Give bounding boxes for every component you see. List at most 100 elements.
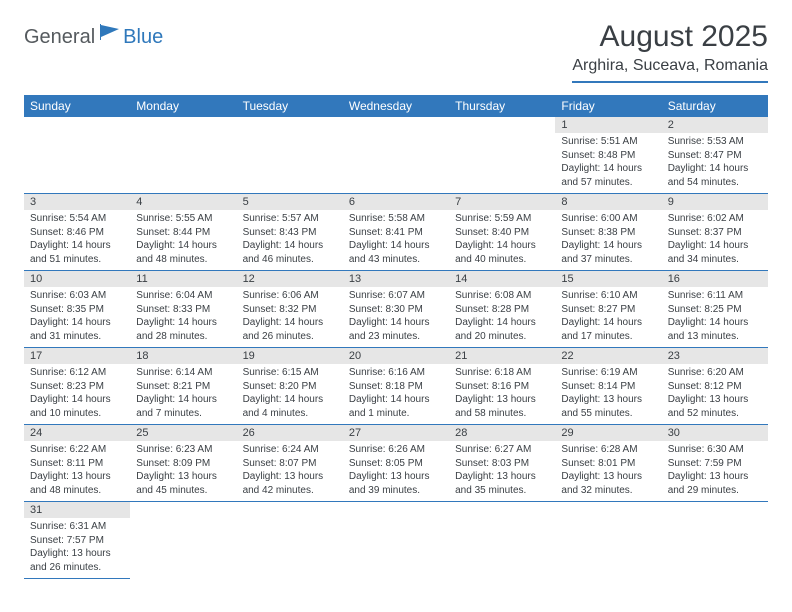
day-number: 16 [662,271,768,287]
day-number: 23 [662,348,768,364]
sunrise-text: Sunrise: 5:59 AM [455,212,549,226]
day-details: Sunrise: 6:18 AMSunset: 8:16 PMDaylight:… [449,364,555,424]
day-number: 5 [237,194,343,210]
day-details: Sunrise: 6:15 AMSunset: 8:20 PMDaylight:… [237,364,343,424]
day-number: 29 [555,425,661,441]
day-number: 12 [237,271,343,287]
sunset-text: Sunset: 8:35 PM [30,303,124,317]
day-header: Thursday [449,95,555,117]
sunrise-text: Sunrise: 6:28 AM [561,443,655,457]
day-details: Sunrise: 5:57 AMSunset: 8:43 PMDaylight:… [237,210,343,270]
daylight-text: Daylight: 14 hours and 43 minutes. [349,239,443,266]
calendar-cell: 4Sunrise: 5:55 AMSunset: 8:44 PMDaylight… [130,194,236,271]
sunset-text: Sunset: 7:57 PM [30,534,124,548]
sunset-text: Sunset: 8:03 PM [455,457,549,471]
calendar-cell: 16Sunrise: 6:11 AMSunset: 8:25 PMDayligh… [662,271,768,348]
calendar-cell [343,502,449,579]
day-number: 28 [449,425,555,441]
daylight-text: Daylight: 13 hours and 42 minutes. [243,470,337,497]
sunset-text: Sunset: 8:25 PM [668,303,762,317]
calendar-cell [237,117,343,194]
day-details: Sunrise: 6:02 AMSunset: 8:37 PMDaylight:… [662,210,768,270]
day-details: Sunrise: 6:26 AMSunset: 8:05 PMDaylight:… [343,441,449,501]
flag-icon [99,23,121,46]
sunset-text: Sunset: 8:18 PM [349,380,443,394]
daylight-text: Daylight: 14 hours and 23 minutes. [349,316,443,343]
day-details: Sunrise: 5:51 AMSunset: 8:48 PMDaylight:… [555,133,661,193]
calendar-cell: 31Sunrise: 6:31 AMSunset: 7:57 PMDayligh… [24,502,130,579]
day-number: 8 [555,194,661,210]
daylight-text: Daylight: 13 hours and 52 minutes. [668,393,762,420]
sunset-text: Sunset: 8:05 PM [349,457,443,471]
daylight-text: Daylight: 14 hours and 13 minutes. [668,316,762,343]
page-header: General Blue August 2025 Arghira, Suceav… [24,20,768,83]
calendar-cell: 10Sunrise: 6:03 AMSunset: 8:35 PMDayligh… [24,271,130,348]
day-number: 19 [237,348,343,364]
calendar-page: General Blue August 2025 Arghira, Suceav… [0,0,792,599]
calendar-cell: 14Sunrise: 6:08 AMSunset: 8:28 PMDayligh… [449,271,555,348]
day-number: 18 [130,348,236,364]
day-details: Sunrise: 6:23 AMSunset: 8:09 PMDaylight:… [130,441,236,501]
calendar-cell [24,117,130,194]
sunrise-text: Sunrise: 6:15 AM [243,366,337,380]
sunrise-text: Sunrise: 6:08 AM [455,289,549,303]
sunrise-text: Sunrise: 6:22 AM [30,443,124,457]
daylight-text: Daylight: 13 hours and 45 minutes. [136,470,230,497]
sunset-text: Sunset: 8:20 PM [243,380,337,394]
sunrise-text: Sunrise: 6:23 AM [136,443,230,457]
day-details: Sunrise: 5:54 AMSunset: 8:46 PMDaylight:… [24,210,130,270]
calendar-cell: 3Sunrise: 5:54 AMSunset: 8:46 PMDaylight… [24,194,130,271]
calendar-cell: 20Sunrise: 6:16 AMSunset: 8:18 PMDayligh… [343,348,449,425]
sunset-text: Sunset: 8:41 PM [349,226,443,240]
calendar-cell [343,117,449,194]
day-number: 30 [662,425,768,441]
daylight-text: Daylight: 14 hours and 57 minutes. [561,162,655,189]
sunset-text: Sunset: 8:37 PM [668,226,762,240]
calendar-cell: 8Sunrise: 6:00 AMSunset: 8:38 PMDaylight… [555,194,661,271]
day-details: Sunrise: 6:20 AMSunset: 8:12 PMDaylight:… [662,364,768,424]
sunrise-text: Sunrise: 6:07 AM [349,289,443,303]
day-details: Sunrise: 6:30 AMSunset: 7:59 PMDaylight:… [662,441,768,501]
sunset-text: Sunset: 8:23 PM [30,380,124,394]
calendar-cell [449,502,555,579]
sunset-text: Sunset: 8:21 PM [136,380,230,394]
day-details: Sunrise: 6:07 AMSunset: 8:30 PMDaylight:… [343,287,449,347]
calendar-cell: 23Sunrise: 6:20 AMSunset: 8:12 PMDayligh… [662,348,768,425]
daylight-text: Daylight: 14 hours and 46 minutes. [243,239,337,266]
daylight-text: Daylight: 13 hours and 35 minutes. [455,470,549,497]
day-header: Tuesday [237,95,343,117]
sunset-text: Sunset: 8:27 PM [561,303,655,317]
day-number: 31 [24,502,130,518]
sunset-text: Sunset: 8:28 PM [455,303,549,317]
day-details: Sunrise: 6:28 AMSunset: 8:01 PMDaylight:… [555,441,661,501]
daylight-text: Daylight: 14 hours and 28 minutes. [136,316,230,343]
calendar-cell [662,502,768,579]
day-number: 20 [343,348,449,364]
calendar-head: SundayMondayTuesdayWednesdayThursdayFrid… [24,95,768,117]
calendar-body: 1Sunrise: 5:51 AMSunset: 8:48 PMDaylight… [24,117,768,579]
sunrise-text: Sunrise: 6:18 AM [455,366,549,380]
daylight-text: Daylight: 14 hours and 40 minutes. [455,239,549,266]
calendar-cell [237,502,343,579]
sunset-text: Sunset: 8:16 PM [455,380,549,394]
day-number: 27 [343,425,449,441]
calendar-cell: 30Sunrise: 6:30 AMSunset: 7:59 PMDayligh… [662,425,768,502]
sunset-text: Sunset: 8:30 PM [349,303,443,317]
day-number: 9 [662,194,768,210]
sunset-text: Sunset: 8:12 PM [668,380,762,394]
calendar-cell: 1Sunrise: 5:51 AMSunset: 8:48 PMDaylight… [555,117,661,194]
daylight-text: Daylight: 13 hours and 58 minutes. [455,393,549,420]
daylight-text: Daylight: 13 hours and 48 minutes. [30,470,124,497]
calendar-cell: 7Sunrise: 5:59 AMSunset: 8:40 PMDaylight… [449,194,555,271]
calendar-table: SundayMondayTuesdayWednesdayThursdayFrid… [24,95,768,579]
sunset-text: Sunset: 8:07 PM [243,457,337,471]
calendar-cell [130,117,236,194]
day-details: Sunrise: 6:11 AMSunset: 8:25 PMDaylight:… [662,287,768,347]
day-number: 22 [555,348,661,364]
sunrise-text: Sunrise: 6:06 AM [243,289,337,303]
day-details: Sunrise: 5:59 AMSunset: 8:40 PMDaylight:… [449,210,555,270]
calendar-cell: 19Sunrise: 6:15 AMSunset: 8:20 PMDayligh… [237,348,343,425]
day-number: 4 [130,194,236,210]
calendar-cell [449,117,555,194]
day-details: Sunrise: 6:27 AMSunset: 8:03 PMDaylight:… [449,441,555,501]
